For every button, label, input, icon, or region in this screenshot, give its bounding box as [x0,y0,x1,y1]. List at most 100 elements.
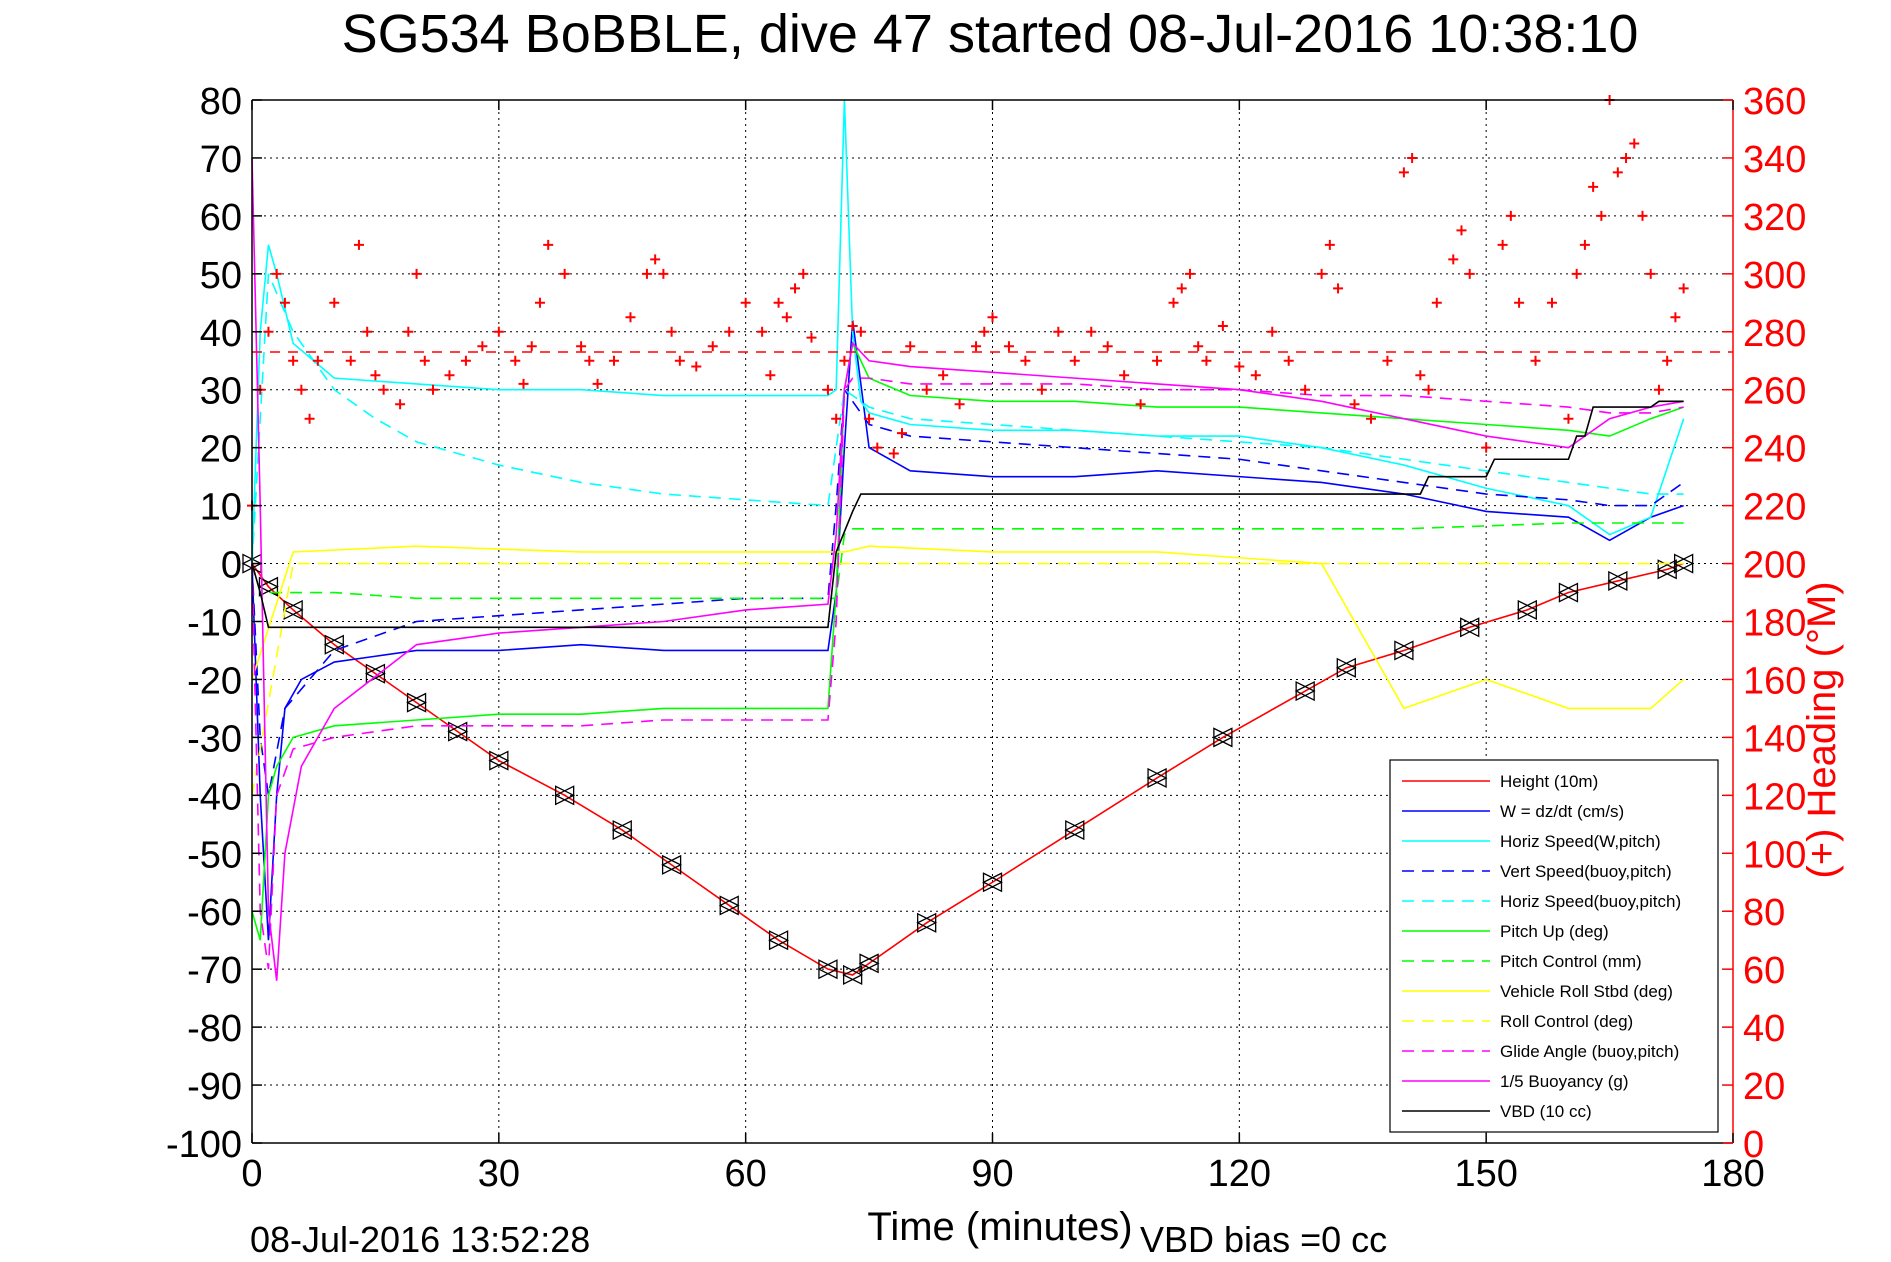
y-tick-label: 20 [200,429,242,471]
heading-marker [757,326,768,337]
heading-marker [518,378,529,389]
heading-marker [831,413,842,424]
heading-marker [872,442,883,453]
x-tick-label: 0 [241,1153,262,1195]
heading-marker [1662,355,1673,366]
heading-marker [493,326,504,337]
heading-marker [740,297,751,308]
y2-tick-label: 180 [1743,603,1806,645]
y2-tick-label: 0 [1743,1124,1764,1166]
legend-label-4: Horiz Speed(buoy,pitch) [1500,892,1681,911]
y-tick-label: -100 [166,1124,242,1166]
heading-marker [1086,326,1097,337]
heading-marker [864,413,875,424]
heading-marker [1448,254,1459,265]
heading-marker [1382,355,1393,366]
heading-marker [1176,283,1187,294]
heading-marker [839,355,850,366]
heading-marker [1184,268,1195,279]
heading-marker [822,384,833,395]
chart-title: SG534 BoBBLE, dive 47 started 08-Jul-201… [342,4,1639,64]
legend-label-7: Vehicle Roll Stbd (deg) [1500,982,1673,1001]
heading-marker [1003,341,1014,352]
y-tick-label: 80 [200,81,242,123]
heading-marker [576,341,587,352]
height-marker [406,692,428,713]
heading-marker [543,239,554,250]
y2-tick-label: 220 [1743,487,1806,529]
heading-marker [1217,320,1228,331]
heading-marker [674,355,685,366]
heading-marker [460,355,471,366]
heading-marker [1152,355,1163,366]
heading-marker [271,268,282,279]
series-line-3 [251,387,1685,796]
height-marker [1393,640,1415,661]
heading-marker [888,448,899,459]
heading-marker [625,312,636,323]
heading-marker [1431,297,1442,308]
y2-tick-label: 60 [1743,950,1785,992]
heading-marker [1300,384,1311,395]
y2-tick-label: 320 [1743,197,1806,239]
heading-marker [707,341,718,352]
x-tick-label: 90 [971,1153,1013,1195]
heading-marker [592,378,603,389]
y-tick-label: 0 [221,545,242,587]
legend-label-1: W = dz/dt (cm/s) [1500,802,1624,821]
legend: Height (10m) W = dz/dt (cm/s) Horiz Speed(… [1389,759,1719,1133]
heading-marker [691,361,702,372]
y-tick-label: -10 [187,603,242,645]
y2-tick-label: 280 [1743,313,1806,355]
heading-marker [403,326,414,337]
height-marker [1146,767,1168,789]
height-marker [718,895,740,916]
legend-label-3: Vert Speed(buoy,pitch) [1500,862,1672,881]
height-marker [488,750,510,771]
y2-tick-label: 240 [1743,429,1806,471]
y2-axis-label: (+) Heading (°M) [1800,581,1844,878]
x-axis-label: Time (minutes) [867,1205,1132,1249]
heading-marker [534,297,545,308]
data-series [241,99,1695,986]
height-marker [1335,657,1357,678]
heading-marker [1365,413,1376,424]
y-tick-label: 60 [200,197,242,239]
heading-marker [1563,413,1574,424]
heading-marker [1119,370,1130,381]
heading-marker [279,297,290,308]
y2-tick-label: 20 [1743,1066,1785,1108]
heading-marker [921,384,932,395]
height-marker [1516,599,1538,620]
heading-marker [1653,384,1664,395]
x-tick-label: 60 [725,1153,767,1195]
heading-marker [1670,312,1681,323]
heading-series [247,95,1733,511]
y2-tick-label: 160 [1743,660,1806,702]
heading-marker [1407,152,1418,163]
height-marker [1064,820,1086,841]
heading-marker [1571,268,1582,279]
timestamp-text: 08-Jul-2016 13:52:28 [250,1219,590,1260]
heading-marker [781,312,792,323]
heading-marker [1020,355,1031,366]
tick-labels: 0 30 60 90 120 150 18080706050403020100-10-20-… [166,81,1806,1195]
legend-label-8: Roll Control (deg) [1500,1012,1633,1031]
heading-marker [353,239,364,250]
heading-marker [938,370,949,381]
height-marker [323,634,345,655]
heading-marker [1324,239,1335,250]
height-marker [661,854,683,875]
y-tick-label: 50 [200,255,242,297]
height-marker [982,872,1003,893]
legend-label-6: Pitch Control (mm) [1500,952,1642,971]
y2-tick-label: 80 [1743,892,1785,934]
series-line-7 [251,545,1685,710]
y-tick-label: 30 [200,371,242,413]
y2-tick-label: 360 [1743,81,1806,123]
heading-marker [1579,239,1590,250]
heading-marker [1193,341,1204,352]
heading-marker [609,355,620,366]
heading-marker [1629,138,1640,149]
legend-label-10: 1/5 Buoyancy (g) [1500,1072,1629,1091]
